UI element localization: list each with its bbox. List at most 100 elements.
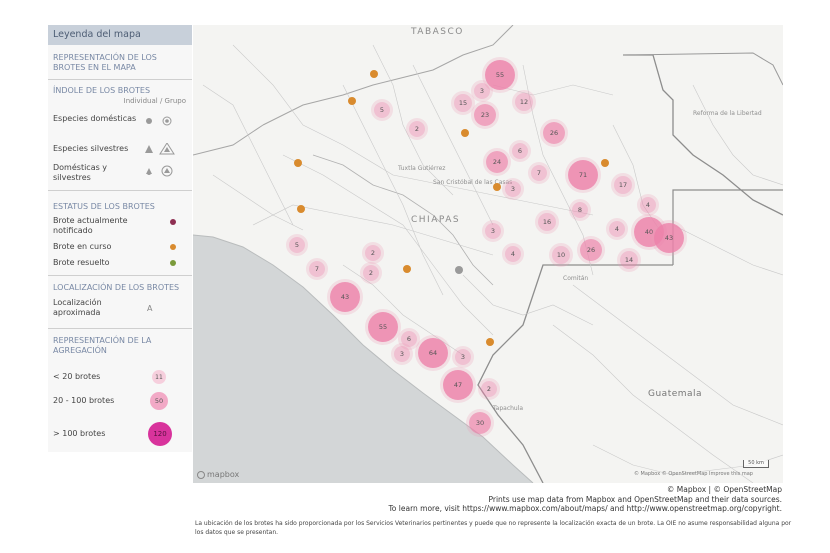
outbreak-ongoing-dot[interactable] [403,265,411,273]
map-attribution[interactable]: © Mapbox © OpenStreetMap Improve this ma… [633,471,753,477]
scale-bar: 50 km [743,460,769,468]
pacific-ocean [193,235,533,483]
map-canvas[interactable]: TABASCO CHIAPAS Guatemala Tuxtla Gutiérr… [193,25,783,483]
domestic-symbols [146,116,172,126]
label-guatemala: Guatemala [648,389,703,399]
section-location-heading: LOCALIZACIÓN DE LOS BROTES [53,283,180,292]
outbreak-cluster[interactable]: 7 [531,165,547,181]
divider [48,190,192,191]
divider [48,328,192,329]
outbreak-cluster[interactable]: 2 [363,265,379,281]
outbreak-cluster[interactable]: 4 [640,197,656,213]
mapbox-logo[interactable]: mapbox [197,470,239,479]
outbreak-cluster[interactable]: 5 [374,102,390,118]
outbreak-cluster[interactable]: 23 [474,104,496,126]
label-city: Comitán [563,275,589,282]
outbreak-cluster[interactable]: 24 [486,151,508,173]
legend-subtitle: REPRESENTACIÓN DE LOS BROTES EN EL MAPA [53,53,157,72]
label-city: Tapachula [493,405,524,412]
outbreak-cluster[interactable]: 43 [330,282,360,312]
type-domestic-label: Especies domésticas [53,114,137,123]
location-approx-symbol: A [147,304,153,313]
outbreak-ongoing-dot[interactable] [294,159,302,167]
status-resolved-label: Brote resuelto [53,258,110,267]
type-both-label: Domésticas y silvestres [53,163,108,182]
outbreak-resolved-dot[interactable] [455,266,463,274]
label-tabasco: TABASCO [411,27,464,37]
map-credits: © Mapbox | © OpenStreetMap Prints use ma… [389,485,783,514]
outbreak-cluster[interactable]: 12 [515,93,533,111]
outbreak-cluster[interactable]: 2 [365,245,381,261]
outbreak-cluster[interactable]: 3 [485,223,501,239]
type-columns-label: Individual / Grupo [123,97,186,105]
outbreak-dot-spacer [349,97,350,98]
agg-large-label: > 100 brotes [53,429,106,438]
legend-title: Leyenda del mapa [48,25,192,45]
outbreak-cluster[interactable]: 47 [443,370,473,400]
outbreak-cluster[interactable]: 71 [568,160,598,190]
outbreak-cluster[interactable]: 2 [409,121,425,137]
divider [48,79,192,80]
outbreak-cluster[interactable]: 55 [368,312,398,342]
agg-small-sample: 11 [152,370,166,384]
label-city: Reforma de la Libertad [693,110,762,117]
section-status-heading: ESTATUS DE LOS BROTES [53,202,155,211]
status-ongoing-label: Brote en curso [53,242,112,251]
agg-medium-label: 20 - 100 brotes [53,396,115,405]
credits-line: © Mapbox | © OpenStreetMap [666,485,782,494]
outbreak-cluster[interactable]: 10 [552,246,570,264]
status-resolved-dot [170,260,176,266]
outbreak-cluster[interactable]: 5 [289,237,305,253]
outbreak-cluster[interactable]: 4 [609,221,625,237]
basemap [193,25,783,483]
outbreak-cluster[interactable]: 6 [512,143,528,159]
outbreak-cluster[interactable]: 7 [309,261,325,277]
mapbox-logo-text: mapbox [207,470,240,479]
outbreak-cluster[interactable]: 4 [505,246,521,262]
mapbox-logo-icon [197,470,205,479]
status-ongoing-dot [170,244,176,250]
outbreak-ongoing-dot[interactable] [297,205,305,213]
outbreak-ongoing-dot[interactable] [370,70,378,78]
outbreak-cluster[interactable]: 55 [485,60,515,90]
label-city: San Cristóbal de las Casas [433,179,513,186]
disclaimer-text: La ubicación de los brotes ha sido propo… [195,520,792,536]
outbreak-cluster[interactable]: 3 [505,181,521,197]
section-type-heading: ÍNDOLE DE LOS BROTES [53,86,151,95]
outbreak-ongoing-dot[interactable] [486,338,494,346]
map-legend: Leyenda del mapa REPRESENTACIÓN DE LOS B… [48,25,192,452]
outbreak-cluster[interactable]: 26 [580,239,602,261]
outbreak-cluster[interactable]: 16 [538,213,556,231]
status-current-dot [170,219,176,225]
outbreak-ongoing-dot[interactable] [493,183,501,191]
outbreak-cluster[interactable]: 64 [418,338,448,368]
outbreak-cluster[interactable]: 43 [654,223,684,253]
outbreak-cluster[interactable]: 26 [543,122,565,144]
state-border [623,54,783,216]
outbreak-ongoing-dot[interactable] [348,97,356,105]
status-current-label: Brote actualmente notificado [53,216,128,235]
both-symbols [146,165,173,177]
outbreak-cluster[interactable]: 17 [614,176,632,194]
label-chiapas: CHIAPAS [411,215,461,225]
agg-medium-sample: 50 [150,392,168,410]
country-border [477,264,673,483]
outbreak-cluster[interactable]: 2 [481,381,497,397]
section-aggregation-heading: REPRESENTACIÓN DE LA AGREGACIÓN [53,336,152,355]
outbreak-cluster[interactable]: 8 [572,202,588,218]
outbreak-cluster[interactable]: 3 [455,349,471,365]
outbreak-cluster[interactable]: 14 [620,251,638,269]
outbreak-cluster[interactable]: 30 [469,412,491,434]
outbreak-ongoing-dot[interactable] [601,159,609,167]
outbreak-cluster[interactable]: 3 [394,346,410,362]
outbreak-cluster[interactable]: 15 [454,94,472,112]
outbreak-ongoing-dot[interactable] [461,129,469,137]
outbreak-cluster[interactable]: 6 [401,331,417,347]
type-wild-label: Especies silvestres [53,144,129,153]
credits-line[interactable]: To learn more, visit https://www.mapbox.… [388,504,783,513]
credits-line: Prints use map data from Mapbox and Open… [488,494,783,504]
divider [48,275,192,276]
outbreak-cluster[interactable]: 3 [474,83,490,99]
location-approx-label: Localización aproximada [53,298,102,317]
label-city: Tuxtla Gutiérrez [398,165,446,172]
